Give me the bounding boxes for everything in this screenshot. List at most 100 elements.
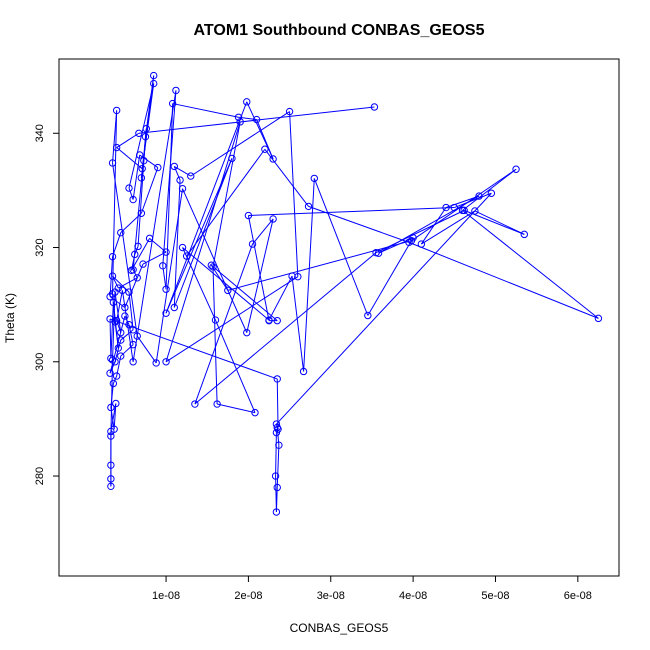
data-point [248,240,257,248]
series-line-segment [217,403,256,414]
data-point [107,461,115,469]
series-line-segment [112,275,119,289]
series-line-segment [162,265,167,290]
series-line-segment [165,101,248,314]
series-line-segment [190,111,290,177]
data-point [121,312,129,320]
series-line-segment [212,266,218,405]
series-line-segment [275,487,278,513]
data-point [178,243,187,252]
data-point [187,172,195,180]
data-point [294,272,302,281]
series-line-segment [211,264,278,322]
x-axis: 1e-08 2e-08 3e-08 4e-08 5e-08 6e-08 [152,575,592,602]
x-axis-label: CONBAS_GEOS5 [290,621,389,635]
series-line-segment [411,168,517,242]
data-point [299,367,308,376]
series-line-segment [462,209,599,319]
data-point [129,326,137,334]
data-point [142,124,150,133]
series-line-segment [215,319,256,413]
data-point [252,115,261,124]
data-point [372,248,380,257]
data-point [442,203,450,212]
series-line-segment [474,210,525,235]
series-line-segment [132,90,177,362]
data-point [107,482,115,491]
data-point [172,86,180,95]
data-point [475,192,483,200]
series-line-segment [276,445,280,488]
data-point [112,372,121,380]
data-point [137,209,146,217]
series-line-segment [308,205,410,243]
data-point [213,400,221,408]
data-point [139,260,147,268]
data-point [471,207,479,215]
data-point [135,129,143,137]
data-point [112,106,121,115]
series-line-segment [116,320,122,333]
data-point [150,79,158,88]
data-point [118,286,127,295]
series-line-segment [165,121,241,362]
data-point [108,159,117,167]
y-tick-label: 340 [34,124,46,142]
series-line-segment [173,166,181,181]
series-line-segment [112,110,118,294]
series-line-segment [128,187,134,200]
data-point [224,286,232,295]
series-line-segment [462,168,517,211]
data-point [234,113,243,121]
series-line-segment [182,247,216,321]
data-point [269,155,277,163]
data-point [170,162,178,171]
series-line-segment [112,292,116,361]
data-point [107,427,115,436]
data-point [109,379,118,388]
data-point [285,107,294,116]
series-line-segment [454,192,492,208]
data-point [133,274,141,282]
data-point [108,356,117,364]
series-line-segment [275,432,277,477]
data-point [273,316,281,325]
data-point [244,211,253,220]
data-point [112,399,120,408]
data-point [112,316,121,325]
data-point [236,118,244,126]
y-axis-label: Theta (K) [3,293,17,343]
data-point [261,145,269,153]
series-line-segment [136,335,157,364]
data-point [109,298,118,307]
data-point [107,354,115,363]
data-point [272,428,281,437]
data-point [136,151,144,159]
x-tick-label: 3e-08 [317,590,345,602]
data-point [272,508,281,516]
series-line-segment [162,90,177,266]
data-point [512,165,520,173]
data-point [271,472,280,480]
series-line-segment [134,246,139,255]
series-line-segment [291,276,305,372]
data-point [458,206,467,215]
data-point [129,195,137,204]
series-line-segment [131,238,151,271]
data-point [108,290,117,298]
data-point [150,71,158,80]
data-point [417,240,426,248]
series-line-segment [421,210,476,245]
series-line-segment [116,290,123,321]
data-point [370,103,379,111]
data-point [273,423,281,432]
data-point [191,400,199,408]
series-line-segment [276,192,492,425]
series-line-segment [252,218,274,245]
data-point [107,403,115,412]
series-line-segment [264,148,309,207]
series-line-segment [121,290,134,362]
